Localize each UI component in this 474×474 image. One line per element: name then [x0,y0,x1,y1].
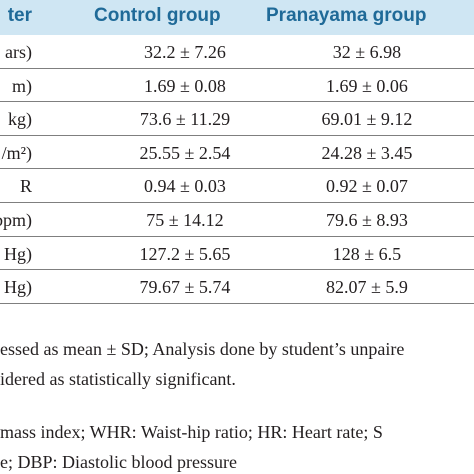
table-row: /m²) 25.55 ± 2.54 24.28 ± 3.45 [0,136,474,170]
row-pranayama-value: 79.6 ± 8.93 [326,209,408,230]
row-control-value: 127.2 ± 5.65 [139,243,231,264]
row-parameter: Hg) [4,243,32,264]
row-control-value: 32.2 ± 7.26 [144,42,226,62]
table-row: ars) 32.2 ± 7.26 32 ± 6.98 [0,35,474,69]
table-header: ter Control group Pranayama group [0,0,474,35]
row-pranayama-value: 24.28 ± 3.45 [321,142,413,163]
row-control-value: 25.55 ± 2.54 [139,142,231,163]
row-control-value: 79.67 ± 5.74 [139,277,231,298]
row-parameter: n Hg) [0,277,32,298]
row-pranayama-value: 32 ± 6.98 [332,42,402,62]
row-control-value: 1.69 ± 0.08 [144,75,226,96]
row-control-value: 73.6 ± 11.29 [139,109,231,130]
header-pranayama-group: Pranayama group [266,5,427,26]
row-parameter: R [19,176,32,197]
row-pranayama-value: 69.01 ± 9.12 [321,109,413,130]
row-pranayama-value: 0.92 ± 0.07 [326,176,408,197]
footnote-line: idered as statistically significant. [0,369,236,389]
table-row: kg) 73.6 ± 11.29 69.01 ± 9.12 [0,102,474,136]
row-parameter: bpm) [0,209,32,230]
row-parameter: kg) [8,109,32,130]
header-parameter: ter [7,5,32,26]
header-control-group: Control group [94,5,221,26]
row-pranayama-value: 82.07 ± 5.9 [326,277,408,298]
table-row: m) 1.69 ± 0.08 1.69 ± 0.06 [0,69,474,103]
row-pranayama-value: 128 ± 6.5 [332,243,402,264]
row-control-value: 75 ± 14.12 [146,209,224,230]
table-row: bpm) 75 ± 14.12 79.6 ± 8.93 [0,203,474,237]
row-parameter: /m²) [1,142,32,163]
row-parameter: ars) [5,42,32,62]
footnote-line: e; DBP: Diastolic blood pressure [0,452,237,472]
table-body: ars) 32.2 ± 7.26 32 ± 6.98 m) 1.69 ± 0.0… [0,35,474,304]
row-control-value: 0.94 ± 0.03 [144,176,226,197]
table-row: n Hg) 79.67 ± 5.74 82.07 ± 5.9 [0,270,474,304]
footnote-line: mass index; WHR: Waist-hip ratio; HR: He… [0,422,383,442]
row-parameter: m) [12,75,32,96]
footnote-line: essed as mean ± SD; Analysis done by stu… [0,339,405,359]
row-pranayama-value: 1.69 ± 0.06 [326,75,408,96]
table-row: Hg) 127.2 ± 5.65 128 ± 6.5 [0,237,474,271]
table-row: R 0.94 ± 0.03 0.92 ± 0.07 [0,169,474,203]
